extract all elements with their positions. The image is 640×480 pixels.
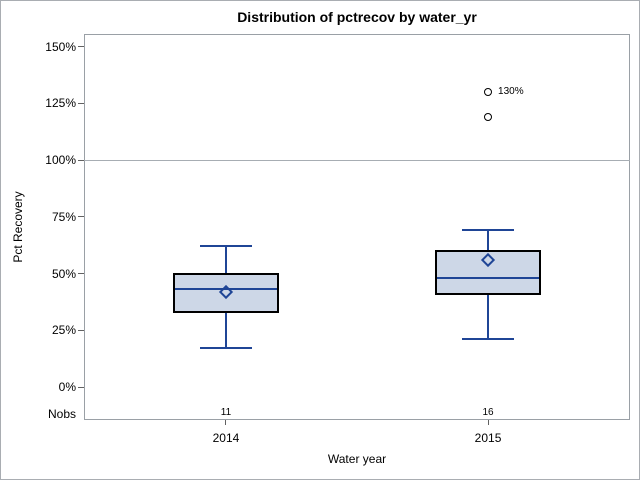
y-tick-label: 50% [51, 266, 76, 281]
x-tick-mark [487, 420, 489, 425]
upper-whisker-cap [462, 229, 515, 232]
iqr-box-2014 [172, 272, 279, 314]
x-category-label: 2014 [212, 431, 240, 445]
outlier-label: 130% [498, 85, 524, 97]
y-tick-mark [78, 159, 84, 161]
lower-whisker-cap [462, 338, 515, 341]
chart-title: Distribution of pctrecov by water_yr [237, 9, 477, 25]
upper-whisker [224, 246, 227, 274]
outlier-point [484, 87, 493, 96]
x-category-label: 2015 [474, 431, 502, 445]
y-tick-label: 75% [51, 209, 76, 224]
y-tick-mark [78, 46, 84, 47]
x-axis-title: Water year [327, 452, 387, 466]
upper-whisker-cap [199, 245, 252, 248]
x-tick-mark [225, 420, 227, 425]
y-tick-label: 0% [58, 380, 76, 394]
lower-whisker [224, 312, 227, 349]
y-tick-mark [78, 102, 84, 104]
nobs-value: 11 [220, 407, 232, 418]
y-tick-mark [78, 386, 84, 388]
upper-whisker [487, 230, 490, 251]
outlier-point [484, 112, 493, 121]
lower-whisker-cap [199, 347, 252, 350]
y-tick-label: 100% [45, 153, 76, 167]
y-tick-label: 25% [51, 323, 76, 338]
y-tick-mark [78, 216, 84, 218]
nobs-value: 16 [482, 407, 494, 418]
y-tick-label: 125% [45, 96, 76, 111]
median-line [174, 288, 277, 291]
y-axis-title: Pct Recovery [11, 191, 25, 263]
median-line [437, 277, 540, 280]
nobs-row-label: Nobs [47, 407, 76, 421]
reference-line [84, 159, 630, 161]
plot-area-frame [84, 34, 630, 420]
y-tick-mark [78, 329, 84, 331]
iqr-box-2015 [435, 249, 542, 295]
y-tick-mark [78, 273, 84, 274]
lower-whisker [487, 293, 490, 340]
y-tick-label: 150% [45, 39, 76, 54]
